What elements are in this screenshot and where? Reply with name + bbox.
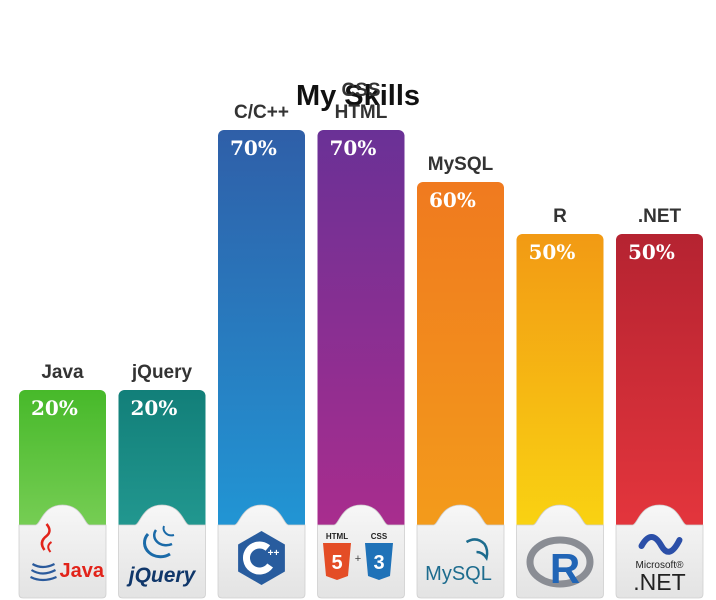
category-label: Java — [41, 362, 84, 383]
data-label: 70% — [330, 136, 377, 160]
dotnet-logo-text: .NET — [633, 569, 685, 595]
category-label: HTML — [335, 102, 388, 123]
category-label: CSS — [341, 80, 380, 101]
java-logo: Java — [30, 523, 105, 582]
dotnet-logo: Microsoft®.NET — [633, 534, 686, 595]
jquery-logo: jQuery — [126, 525, 197, 587]
r-logo-text: R — [550, 545, 580, 592]
java-steam-icon-2 — [47, 541, 53, 553]
bar-group-jquery: 20% jQuery jQuery — [118, 362, 206, 599]
category-label: R — [553, 206, 567, 227]
bar-r — [516, 234, 604, 598]
bar-net — [616, 234, 703, 598]
java-steam-icon — [40, 523, 51, 551]
bar-mysql — [417, 182, 504, 598]
css-word-text: CSS — [371, 532, 388, 541]
bar-group-mysql: 60% MySQL MySQL — [416, 154, 505, 599]
html-word-text: HTML — [326, 532, 348, 541]
logo-plate — [416, 504, 505, 599]
css3-shield-icon — [365, 543, 393, 580]
dotnet-wave-icon — [638, 534, 683, 555]
html5-css3-logo: HTML CSS 5 3 + — [323, 532, 393, 580]
cpp-c-icon — [243, 541, 276, 575]
data-label: 20% — [31, 396, 78, 420]
bar-css-html — [317, 130, 405, 598]
mysql-logo: MySQL — [425, 538, 492, 585]
r-ring-icon — [526, 536, 594, 588]
category-label: jQuery — [131, 362, 193, 383]
java-logo-text: Java — [60, 560, 105, 582]
bar-group-c-c: 70% C/C++ ++ — [217, 102, 306, 599]
html5-number-text: 5 — [331, 552, 342, 574]
jquery-swirl-icon — [143, 532, 171, 559]
r-logo: R — [526, 536, 594, 592]
css3-number-text: 3 — [373, 552, 384, 574]
chart-title: My Skills — [295, 80, 421, 112]
java-cup-icon — [30, 563, 57, 582]
bar-group-r: 50% R R — [516, 206, 604, 599]
logo-plate — [615, 504, 704, 599]
data-label: 70% — [230, 136, 277, 160]
logo-plate — [18, 504, 107, 599]
dotnet-microsoft-text: Microsoft® — [636, 560, 685, 571]
data-label: 50% — [628, 240, 675, 264]
data-label: 20% — [131, 396, 178, 420]
cpp-logo-text: ++ — [268, 548, 280, 559]
data-label: 50% — [529, 240, 576, 264]
logo-plate — [118, 504, 206, 599]
cpp-logo: ++ — [238, 531, 285, 585]
bar-c-c — [218, 130, 305, 598]
category-label: MySQL — [428, 154, 494, 175]
category-label: C/C++ — [234, 102, 289, 123]
category-label: .NET — [638, 206, 682, 227]
data-label: 60% — [429, 188, 476, 212]
plus-text: + — [355, 553, 361, 565]
jquery-swirl-icon-3 — [162, 525, 175, 537]
cpp-hexagon-icon — [238, 531, 285, 585]
html5-shield-icon — [323, 543, 351, 580]
bar-group-java: 20% Java Java — [18, 362, 107, 599]
mysql-dolphin-icon — [465, 538, 489, 562]
mysql-logo-text: MySQL — [425, 563, 492, 585]
jquery-swirl-icon-2 — [153, 529, 173, 547]
jquery-logo-text: jQuery — [126, 564, 197, 587]
